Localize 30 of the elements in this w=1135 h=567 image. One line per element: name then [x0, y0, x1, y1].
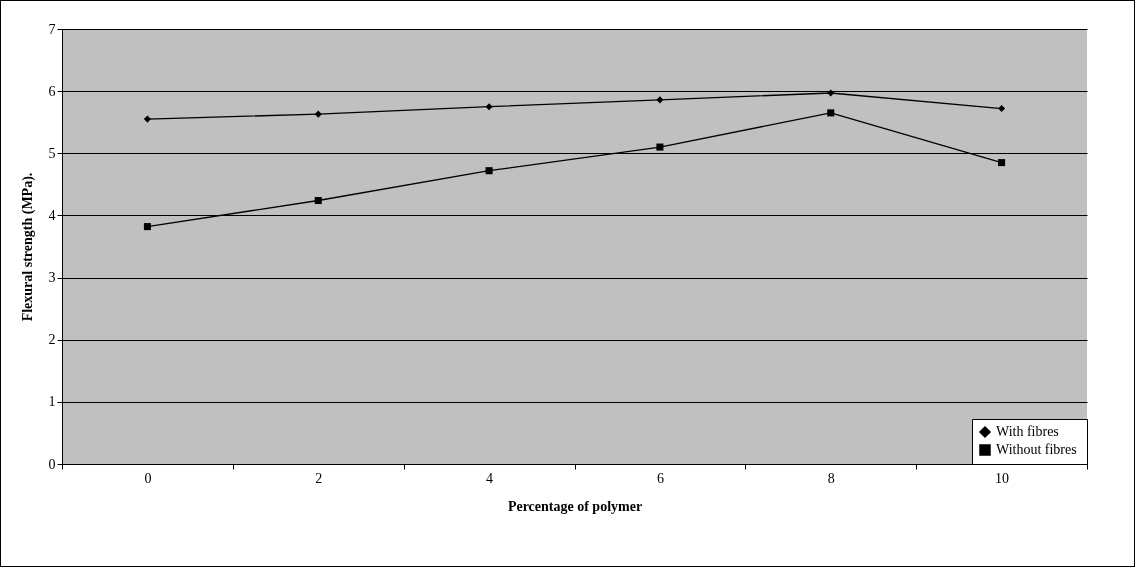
y-tick-label: 2 [48, 332, 56, 348]
point [485, 167, 493, 175]
y-tick-label: 1 [48, 394, 56, 410]
y-tick-label: 6 [48, 83, 56, 99]
point [485, 103, 493, 111]
x-tick-label: 8 [827, 470, 835, 486]
point [314, 196, 322, 205]
point [143, 223, 151, 231]
y-tick-label: 7 [48, 21, 56, 37]
x-tick-label: 2 [315, 470, 323, 486]
x-axis-title: Percentage of polymer [507, 498, 643, 514]
point [827, 89, 835, 97]
point [827, 109, 835, 117]
y-tick-label: 0 [48, 456, 56, 472]
point [143, 115, 151, 123]
x-tick-label: 0 [144, 470, 152, 486]
y-tick-label: 4 [48, 207, 56, 223]
point [314, 110, 322, 118]
legend-label: Without fibres [996, 442, 1077, 457]
point [998, 159, 1006, 167]
point [656, 143, 664, 151]
point [656, 96, 664, 104]
x-tick-label: 4 [486, 470, 494, 486]
y-axis-title: Flexural strength (MPa). [19, 172, 36, 322]
x-tick-label: 10 [995, 470, 1010, 486]
y-tick-label: 3 [48, 270, 56, 286]
point [998, 105, 1006, 113]
legend-label: With fibres [996, 424, 1059, 439]
x-tick-label: 6 [656, 470, 664, 486]
y-tick-label: 5 [48, 145, 56, 161]
